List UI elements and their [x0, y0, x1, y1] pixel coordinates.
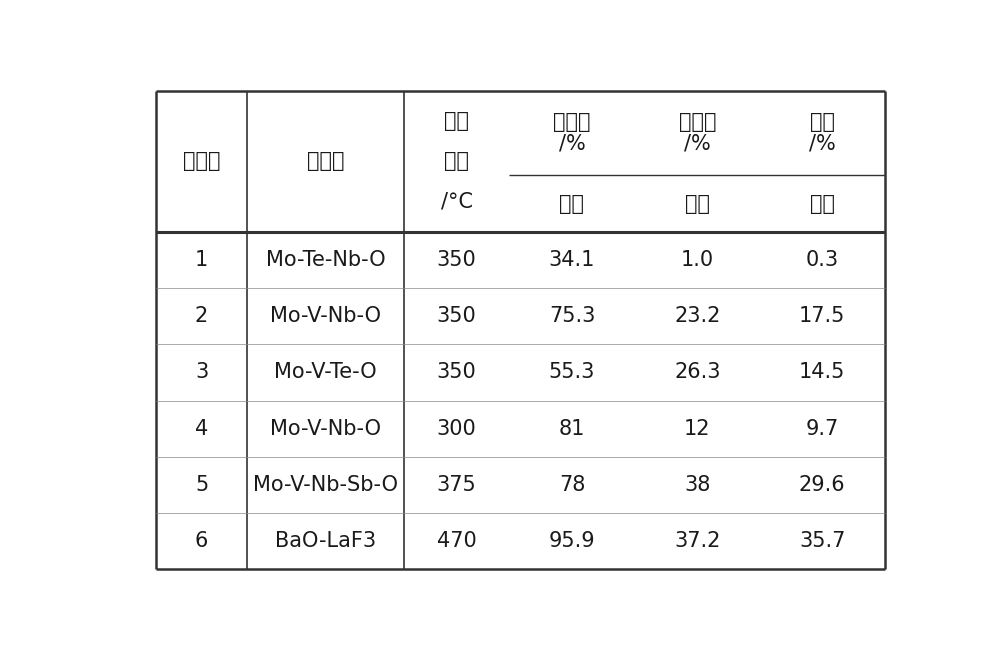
Text: Mo-V-Nb-O: Mo-V-Nb-O: [270, 306, 381, 326]
Text: 3: 3: [195, 363, 208, 383]
Text: 比较例: 比较例: [183, 151, 220, 171]
Text: Mo-Te-Nb-O: Mo-Te-Nb-O: [266, 250, 385, 270]
Text: 温度: 温度: [444, 151, 469, 171]
Text: 2: 2: [195, 306, 208, 326]
Text: 17.5: 17.5: [799, 306, 845, 326]
Text: 选择性: 选择性: [553, 113, 591, 132]
Text: 38: 38: [684, 475, 710, 495]
Text: 350: 350: [437, 363, 476, 383]
Text: 14.5: 14.5: [799, 363, 845, 383]
Text: 反应: 反应: [444, 111, 469, 131]
Text: 350: 350: [437, 306, 476, 326]
Text: 收率: 收率: [810, 113, 835, 132]
Text: 350: 350: [437, 250, 476, 270]
Text: 29.6: 29.6: [799, 475, 846, 495]
Text: 37.2: 37.2: [674, 531, 720, 551]
Text: BaO-LaF3: BaO-LaF3: [275, 531, 376, 551]
Text: 转化率: 转化率: [679, 113, 716, 132]
Text: 4: 4: [195, 419, 208, 439]
Text: 12: 12: [684, 419, 711, 439]
Text: 35.7: 35.7: [799, 531, 845, 551]
Text: 9.7: 9.7: [806, 419, 839, 439]
Text: 1: 1: [195, 250, 208, 270]
Text: 81: 81: [559, 419, 585, 439]
Text: 34.1: 34.1: [549, 250, 595, 270]
Text: 1.0: 1.0: [681, 250, 714, 270]
Text: 300: 300: [437, 419, 476, 439]
Text: /%: /%: [684, 133, 711, 154]
Text: /°C: /°C: [441, 191, 473, 212]
Text: Mo-V-Nb-O: Mo-V-Nb-O: [270, 419, 381, 439]
Text: Mo-V-Te-O: Mo-V-Te-O: [274, 363, 377, 383]
Text: 78: 78: [559, 475, 585, 495]
Text: 乙烯: 乙烯: [810, 193, 835, 214]
Text: 乙烯: 乙烯: [559, 193, 584, 214]
Text: 470: 470: [437, 531, 476, 551]
Text: /%: /%: [559, 133, 585, 154]
Text: 55.3: 55.3: [549, 363, 595, 383]
Text: 26.3: 26.3: [674, 363, 721, 383]
Text: 催化剂: 催化剂: [307, 151, 344, 171]
Text: 375: 375: [437, 475, 476, 495]
Text: 5: 5: [195, 475, 208, 495]
Text: 75.3: 75.3: [549, 306, 595, 326]
Text: /%: /%: [809, 133, 836, 154]
Text: 0.3: 0.3: [806, 250, 839, 270]
Text: 95.9: 95.9: [549, 531, 595, 551]
Text: Mo-V-Nb-Sb-O: Mo-V-Nb-Sb-O: [253, 475, 398, 495]
Text: 乙烷: 乙烷: [685, 193, 710, 214]
Text: 6: 6: [195, 531, 208, 551]
Text: 23.2: 23.2: [674, 306, 720, 326]
